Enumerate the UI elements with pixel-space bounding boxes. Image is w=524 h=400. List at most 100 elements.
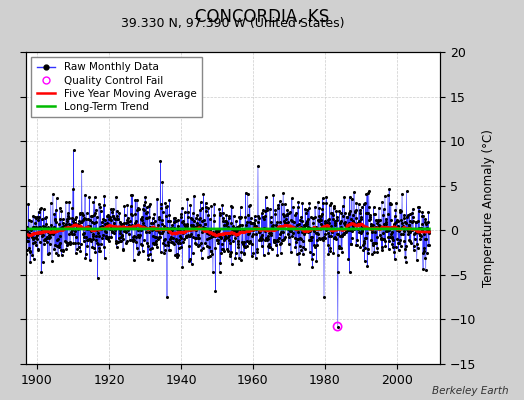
Point [160,237,169,244]
Point [44,224,52,231]
Point [168,227,177,233]
Point [154,227,162,234]
Point [199,224,207,230]
Point [320,223,328,230]
Point [30,239,39,246]
Point [316,216,324,222]
Point [414,218,422,224]
Point [170,241,178,247]
Point [128,237,137,244]
Point [29,256,38,262]
Point [133,197,141,204]
Point [99,224,107,231]
Point [113,216,122,222]
Point [199,191,208,197]
Point [342,228,350,234]
Point [137,227,145,234]
Point [321,220,329,226]
Point [326,210,335,216]
Point [59,220,68,226]
Point [117,221,126,228]
Point [27,226,36,233]
Point [189,210,197,216]
Point [206,227,214,234]
Point [255,237,264,244]
Point [223,220,231,226]
Point [69,240,78,246]
Point [277,229,286,236]
Point [186,227,194,233]
Point [29,224,38,230]
Point [323,224,332,230]
Point [195,242,204,248]
Point [187,222,195,228]
Point [195,214,204,221]
Point [106,216,114,222]
Point [192,220,201,227]
Point [311,204,319,210]
Point [215,232,223,239]
Point [231,224,239,231]
Point [388,241,396,247]
Point [161,200,170,206]
Point [203,243,211,250]
Point [267,232,275,238]
Point [242,190,250,196]
Point [101,228,109,234]
Point [399,230,407,237]
Point [177,235,185,242]
Point [282,220,291,227]
Point [230,228,238,234]
Point [134,251,142,257]
Point [287,218,296,225]
Point [148,215,157,222]
Point [274,205,282,212]
Point [300,231,308,237]
Point [104,221,112,227]
Point [211,232,219,239]
Point [107,234,115,240]
Point [72,250,80,256]
Point [221,232,229,239]
Point [244,212,253,218]
Point [298,199,307,206]
Point [309,220,318,227]
Point [190,218,198,224]
Point [190,224,199,230]
Point [52,249,60,256]
Point [307,214,315,220]
Point [172,238,180,244]
Point [334,323,342,330]
Point [332,226,340,232]
Point [302,222,310,228]
Point [284,226,292,232]
Point [124,231,133,237]
Point [128,212,136,218]
Point [296,243,304,249]
Point [249,250,258,256]
Point [82,251,90,257]
Point [34,208,42,215]
Point [398,224,406,230]
Point [216,210,224,216]
Point [48,229,57,235]
Point [176,232,184,239]
Point [405,221,413,228]
Point [318,234,326,241]
Point [395,247,403,254]
Point [41,237,50,243]
Point [228,230,237,237]
Point [362,191,370,197]
Point [258,243,266,249]
Point [161,212,170,219]
Point [273,226,281,232]
Point [223,245,231,252]
Point [52,195,61,201]
Point [88,218,96,225]
Point [385,186,394,192]
Point [39,223,48,230]
Point [408,210,416,216]
Point [298,218,306,224]
Point [36,238,44,245]
Point [351,209,359,216]
